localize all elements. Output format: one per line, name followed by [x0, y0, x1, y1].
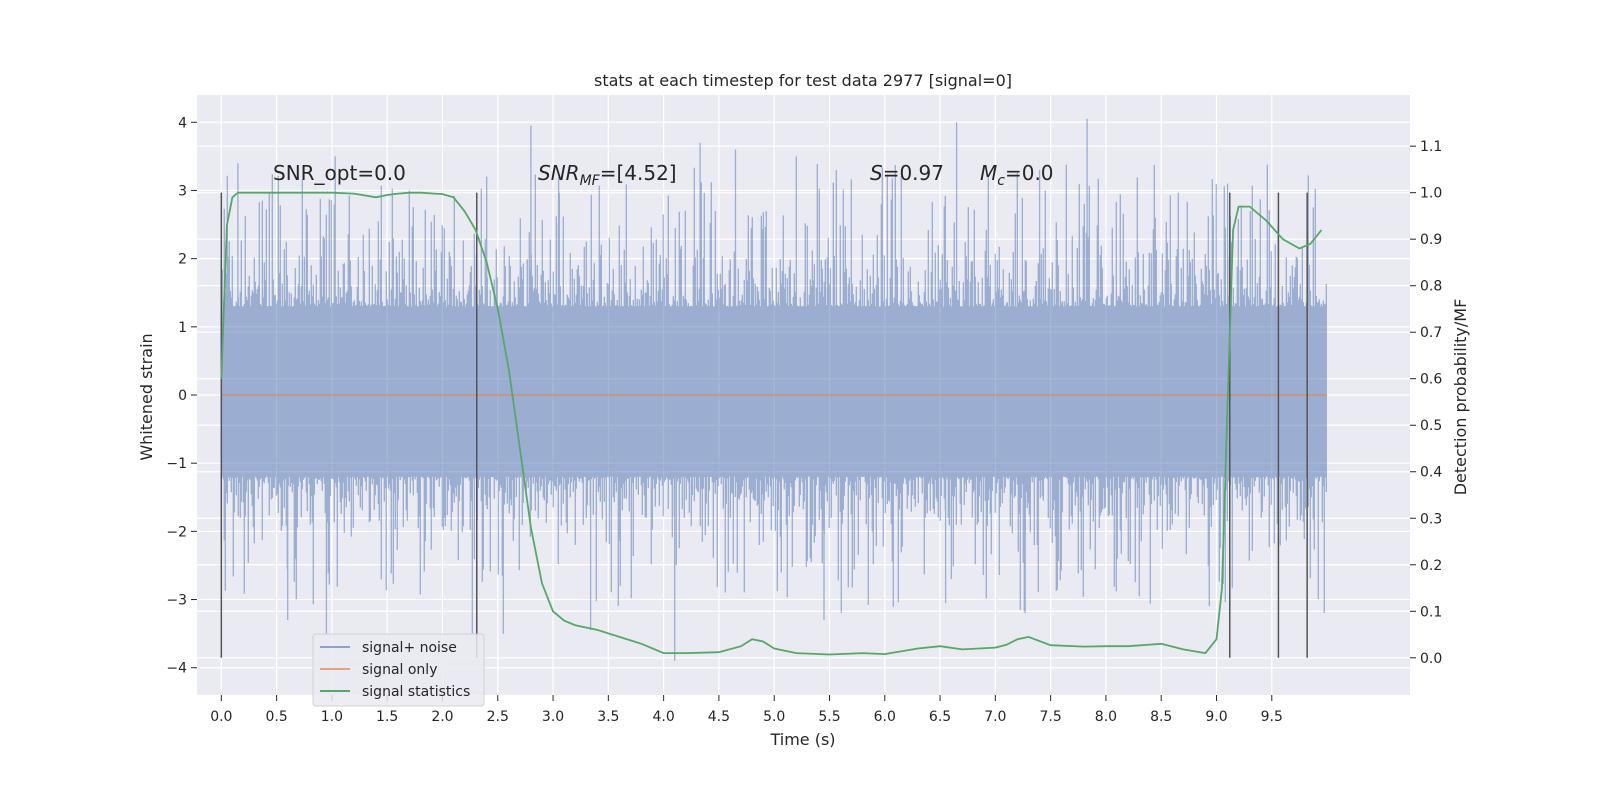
chart-title: stats at each timestep for test data 297… [594, 71, 1012, 90]
x-tick-label: 8.0 [1095, 709, 1117, 725]
y2-tick-label: 1.0 [1420, 186, 1442, 202]
x-tick-label: 3.0 [542, 709, 564, 725]
y2-tick-label: 0.8 [1420, 279, 1442, 295]
y2-axis-label: Detection probability/MF [1451, 299, 1470, 496]
mc-symbol: M [980, 161, 997, 185]
y2-tick-label: 0.3 [1420, 511, 1442, 527]
x-tick-label: 6.0 [874, 709, 896, 725]
x-tick-label: 9.0 [1205, 709, 1227, 725]
legend-label-signal-plus-noise: signal+ noise [362, 640, 457, 656]
y-axis-label: Whitened strain [137, 333, 156, 460]
y-tick-label: 2 [178, 252, 187, 268]
signal-statistics-series [220, 191, 1323, 656]
x-tick-label: 7.0 [984, 709, 1006, 725]
y-tick-label: 3 [178, 183, 187, 199]
legend-box [312, 633, 485, 707]
x-tick-label: 9.5 [1261, 709, 1283, 725]
legend: signal+ noise signal only signal statist… [312, 633, 485, 707]
y2-axis-ticks: 0.0 0.1 0.2 0.3 0.4 0.5 0.6 0.7 0.8 0.9 1.0 1.1 [1410, 139, 1442, 667]
y2-tick-label: 0.6 [1420, 372, 1442, 388]
s-value: =0.97 [883, 161, 944, 185]
s-symbol: S [870, 161, 883, 185]
x-tick-label: 4.5 [708, 709, 730, 725]
x-tick-label: 1.0 [321, 709, 343, 725]
y-axis-ticks: 4 3 2 1 0 −1 −2 −3 −4 [166, 115, 197, 677]
x-tick-label: 6.5 [929, 709, 951, 725]
annotation-snr-mf: SNRMF=[4.52] [538, 161, 677, 189]
x-tick-label: 7.5 [1040, 709, 1062, 725]
y2-tick-label: 0.7 [1420, 325, 1442, 341]
annotation-snr-opt: SNR_opt=0.0 [273, 161, 406, 185]
x-tick-label: 3.5 [597, 709, 619, 725]
y-tick-label: 4 [178, 115, 187, 131]
y2-tick-label: 0.4 [1420, 465, 1442, 481]
y2-tick-label: 0.0 [1420, 651, 1442, 667]
y-tick-label: 0 [178, 388, 187, 404]
annotation-s: S=0.97 [870, 161, 944, 185]
x-tick-label: 2.5 [487, 709, 509, 725]
legend-label-signal-only: signal only [362, 662, 437, 678]
x-axis-ticks: 0.0 0.5 1.0 1.5 2.0 2.5 3.0 3.5 4.0 4.5 5.0 5.5 6.0 6… [210, 695, 1283, 725]
y2-tick-label: 1.1 [1420, 139, 1442, 155]
mc-sub: c [997, 173, 1005, 189]
x-axis-label: Time (s) [769, 730, 835, 749]
legend-label-signal-statistics: signal statistics [362, 684, 470, 700]
vertical-markers [220, 192, 1308, 658]
x-tick-label: 5.5 [818, 709, 840, 725]
y2-tick-label: 0.2 [1420, 558, 1442, 574]
snr-mf-value: =[4.52] [600, 161, 677, 185]
y2-tick-label: 0.9 [1420, 232, 1442, 248]
y2-tick-label: 0.5 [1420, 418, 1442, 434]
x-tick-label: 5.0 [763, 709, 785, 725]
x-tick-label: 1.5 [376, 709, 398, 725]
snr-mf-sub: MF [580, 173, 601, 189]
snr-mf-prefix: SNR [538, 161, 580, 185]
y2-tick-label: 0.1 [1420, 604, 1442, 620]
y-tick-label: −4 [166, 661, 187, 677]
x-tick-label: 4.0 [652, 709, 674, 725]
y-tick-label: 1 [178, 320, 187, 336]
x-tick-label: 8.5 [1150, 709, 1172, 725]
annotation-mc: Mc=0.0 [980, 161, 1054, 189]
y-tick-label: −3 [166, 593, 187, 609]
x-tick-label: 0.0 [210, 709, 232, 725]
signal-statistics-line [220, 191, 1323, 656]
y-tick-label: −1 [166, 456, 187, 472]
y-tick-label: −2 [166, 524, 187, 540]
mc-value: =0.0 [1005, 161, 1054, 185]
x-tick-label: 2.0 [431, 709, 453, 725]
x-tick-label: 0.5 [265, 709, 287, 725]
